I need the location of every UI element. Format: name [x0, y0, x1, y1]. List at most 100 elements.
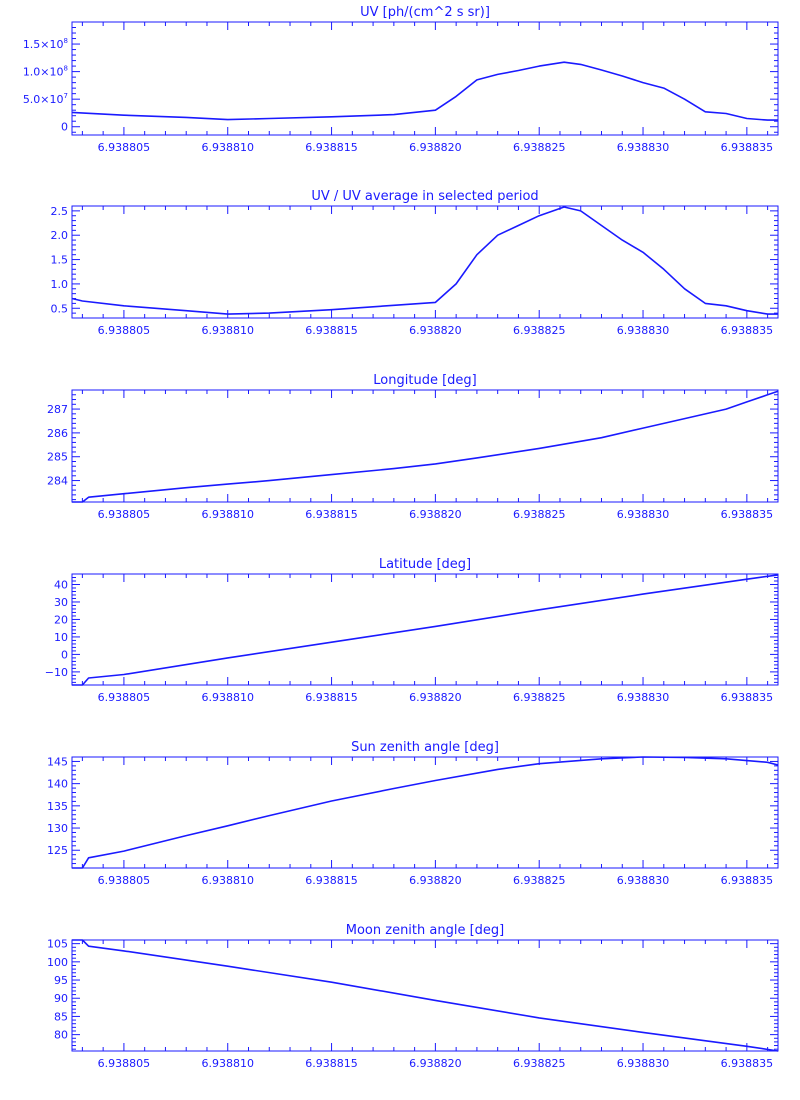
chart-title: UV [ph/(cm^2 s sr)] — [360, 5, 490, 20]
x-tick-label: 6.938815 — [305, 141, 358, 154]
x-tick-label: 6.938820 — [409, 508, 462, 521]
chart-panel-5: Sun zenith angle [deg] 6.938805 6.938810 6.… — [47, 740, 779, 887]
chart-panel-1: UV [ph/(cm^2 s sr)] 6.938805 6.938810 6.938… — [23, 5, 779, 154]
plot-frame — [71, 21, 779, 136]
x-tick-label: 6.938815 — [305, 874, 358, 887]
y-tick-label-base: 105 — [47, 938, 68, 951]
y-tick-label-base: 5.0×10 — [23, 93, 64, 106]
x-tick-label: 6.938825 — [513, 1057, 566, 1070]
y-tick-label-base: 2.5 — [51, 205, 69, 218]
y-tick-label: 20 — [54, 613, 68, 626]
x-tick-label: 6.938805 — [98, 324, 151, 337]
plot-frame — [71, 939, 779, 1052]
series-line-1 — [71, 61, 778, 121]
y-tick-label-exponent: 8 — [64, 65, 68, 73]
x-tick-label: 6.938805 — [98, 141, 151, 154]
series-line-1 — [71, 206, 778, 315]
x-tick-label: 6.938820 — [409, 691, 462, 704]
series-line-1 — [72, 574, 779, 686]
y-tick-label-base: 2.0 — [51, 229, 69, 242]
y-tick-label: 5.0×107 — [23, 92, 68, 106]
x-tick-label: 6.938810 — [201, 508, 254, 521]
y-tick-label-base: 140 — [47, 778, 68, 791]
x-tick-label: 6.938830 — [617, 1057, 670, 1070]
chart-panel-2: UV / UV average in selected period 6.9388… — [51, 189, 779, 337]
y-tick-label: 286 — [47, 427, 68, 440]
x-tick-label: 6.938815 — [305, 508, 358, 521]
series-line-1 — [72, 939, 779, 1052]
x-tick-label: 6.938835 — [721, 1057, 774, 1070]
x-tick-label: 6.938810 — [201, 874, 254, 887]
x-tick-label: 6.938825 — [513, 141, 566, 154]
x-tick-label: 6.938835 — [721, 508, 774, 521]
y-tick-label-exponent: 8 — [64, 37, 68, 45]
plot-frame — [71, 756, 779, 869]
y-tick-label-base: 130 — [47, 822, 68, 835]
x-tick-label: 6.938810 — [201, 691, 254, 704]
y-tick-label-base: 0 — [61, 121, 68, 134]
x-tick-label: 6.938835 — [721, 874, 774, 887]
y-tick-label-base: 285 — [47, 451, 68, 464]
x-tick-label: 6.938815 — [305, 691, 358, 704]
chart-panel-3: Longitude [deg] 6.938805 6.938810 6.938815 6… — [47, 373, 779, 521]
y-tick-label: 284 — [47, 475, 68, 488]
x-tick-label: 6.938805 — [98, 874, 151, 887]
y-tick-label-base: 287 — [47, 403, 68, 416]
x-tick-label: 6.938830 — [617, 508, 670, 521]
plot-frame — [71, 389, 779, 503]
y-tick-label-base: 80 — [54, 1029, 68, 1042]
y-tick-label-base: 10 — [54, 631, 68, 644]
y-tick-label: 0 — [61, 121, 68, 134]
y-tick-label: 0.5 — [51, 302, 69, 315]
chart-panel-4: Latitude [deg] 6.938805 6.938810 6.938815 6.… — [45, 557, 779, 704]
y-tick-label: 140 — [47, 778, 68, 791]
y-tick-label: 80 — [54, 1029, 68, 1042]
y-tick-label: 1.5 — [51, 254, 69, 267]
x-tick-label: 6.938810 — [201, 1057, 254, 1070]
x-tick-label: 6.938830 — [617, 141, 670, 154]
y-tick-label: 100 — [47, 956, 68, 969]
y-tick-label-base: 135 — [47, 800, 68, 813]
x-tick-label: 6.938830 — [617, 691, 670, 704]
y-tick-label-base: 145 — [47, 755, 68, 768]
chart-title: Moon zenith angle [deg] — [346, 923, 504, 938]
y-tick-label: 40 — [54, 578, 68, 591]
x-tick-label: 6.938830 — [617, 874, 670, 887]
y-tick-label-base: 1.0×10 — [23, 66, 64, 79]
y-tick-label-base: 0 — [61, 648, 68, 661]
y-tick-label: 135 — [47, 800, 68, 813]
chart-title: UV / UV average in selected period — [311, 189, 538, 204]
x-tick-label: 6.938810 — [201, 141, 254, 154]
y-tick-label-base: 40 — [54, 578, 68, 591]
y-tick-label-exponent: 7 — [64, 92, 68, 100]
y-tick-label-base: 20 — [54, 613, 68, 626]
x-tick-label: 6.938825 — [513, 691, 566, 704]
y-tick-label: 2.0 — [51, 229, 69, 242]
x-tick-label: 6.938835 — [721, 691, 774, 704]
y-tick-label-base: 90 — [54, 992, 68, 1005]
y-tick-label-base: 1.5×10 — [23, 38, 64, 51]
series-line-1 — [72, 390, 779, 503]
y-tick-label-base: 1.0 — [51, 278, 69, 291]
x-tick-label: 6.938815 — [305, 324, 358, 337]
y-tick-label-base: 0.5 — [51, 302, 69, 315]
x-tick-label: 6.938825 — [513, 508, 566, 521]
y-tick-label: 1.0 — [51, 278, 69, 291]
y-tick-label: 105 — [47, 938, 68, 951]
x-tick-label: 6.938805 — [98, 508, 151, 521]
y-tick-label: 2.5 — [51, 205, 69, 218]
series-line-1 — [72, 756, 779, 869]
y-tick-label-base: 95 — [54, 974, 68, 987]
chart-panel-6: Moon zenith angle [deg] 6.938805 6.938810 6… — [47, 923, 779, 1070]
x-tick-label: 6.938825 — [513, 874, 566, 887]
x-tick-label: 6.938805 — [98, 1057, 151, 1070]
plot-frame — [71, 205, 779, 319]
y-tick-label: 85 — [54, 1010, 68, 1023]
y-tick-label: −10 — [45, 666, 68, 679]
chart-title: Longitude [deg] — [373, 373, 476, 388]
y-tick-label-base: 125 — [47, 844, 68, 857]
x-tick-label: 6.938805 — [98, 691, 151, 704]
y-tick-label-base: 284 — [47, 475, 68, 488]
y-tick-label-base: 100 — [47, 956, 68, 969]
